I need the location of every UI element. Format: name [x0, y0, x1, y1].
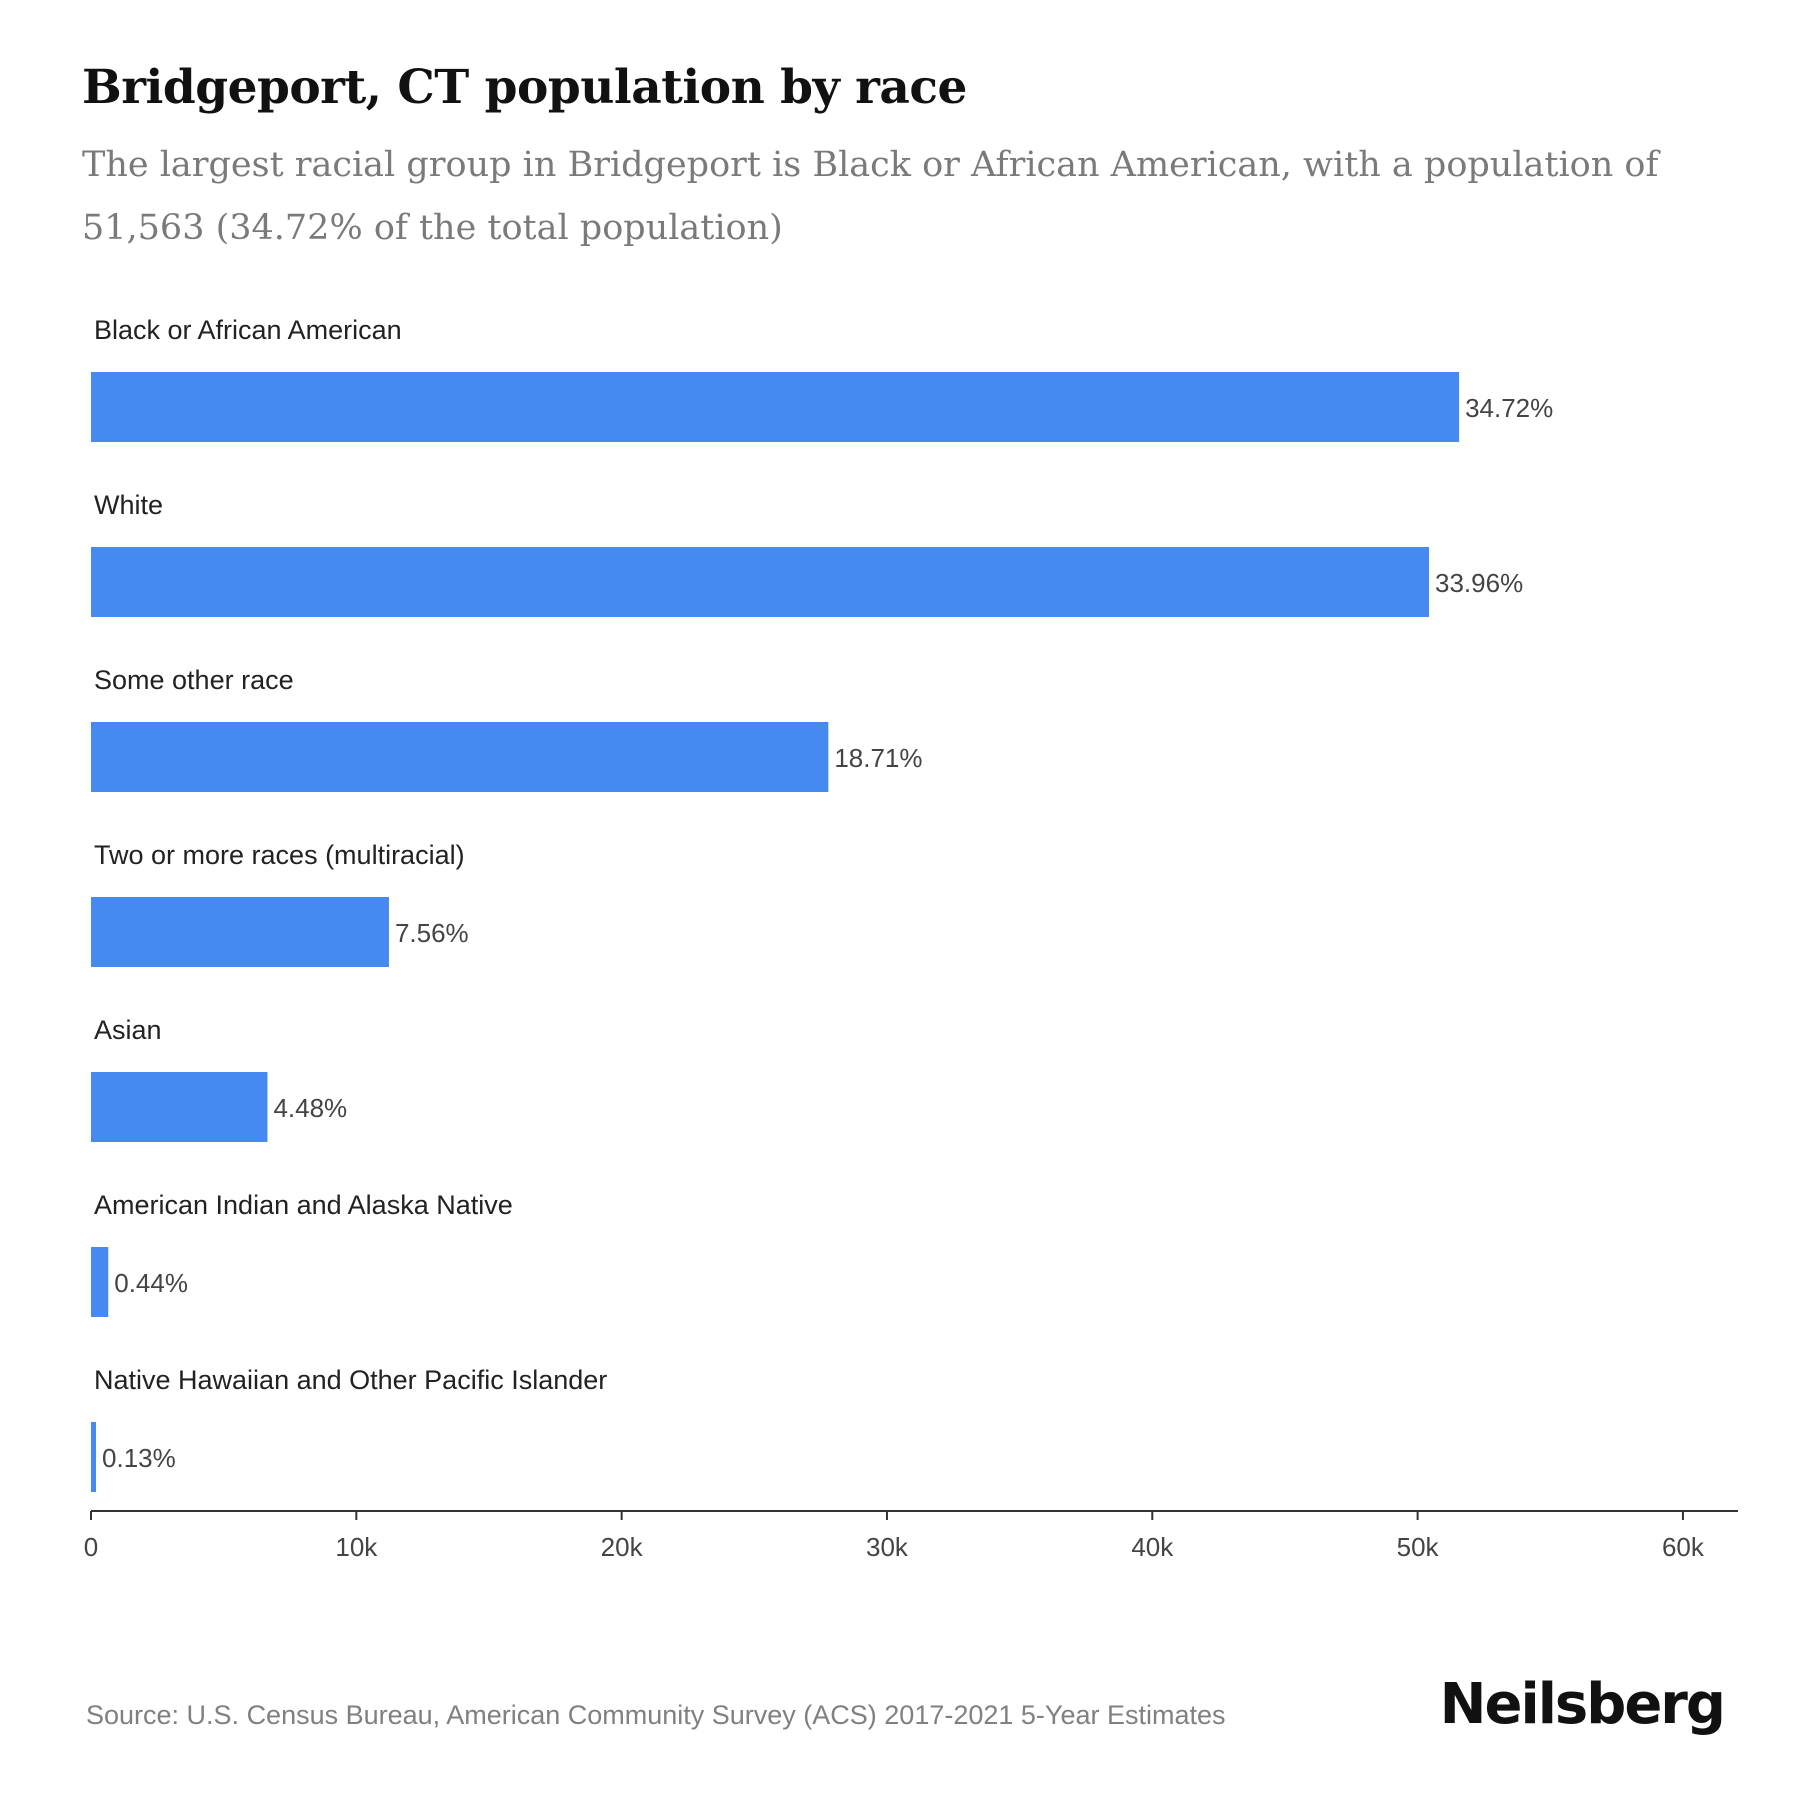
value-label: 33.96% — [1435, 568, 1523, 598]
value-label: 0.13% — [102, 1443, 176, 1473]
x-tick-label: 40k — [1131, 1532, 1174, 1562]
chart-subtitle: The largest racial group in Bridgeport i… — [82, 145, 1659, 248]
x-tick-label: 20k — [601, 1532, 644, 1562]
value-label: 0.44% — [114, 1268, 188, 1298]
x-tick-label: 10k — [335, 1532, 378, 1562]
category-label: American Indian and Alaska Native — [94, 1190, 513, 1220]
source-note: Source: U.S. Census Bureau, American Com… — [86, 1700, 1226, 1730]
brand-logo: Neilsberg — [1439, 1672, 1726, 1737]
value-label: 4.48% — [273, 1093, 347, 1123]
bar — [91, 722, 829, 792]
bar — [91, 372, 1460, 442]
bar — [91, 1247, 109, 1317]
category-label: Asian — [94, 1015, 162, 1045]
x-tick-label: 50k — [1397, 1532, 1440, 1562]
bar — [91, 1072, 268, 1142]
category-label: Black or African American — [94, 315, 402, 345]
x-tick-label: 0 — [84, 1532, 98, 1562]
chart-title: Bridgeport, CT population by race — [82, 60, 967, 115]
value-label: 7.56% — [395, 918, 469, 948]
bar — [91, 897, 389, 967]
bar — [91, 1422, 97, 1492]
x-tick-label: 30k — [866, 1532, 909, 1562]
bar — [91, 547, 1430, 617]
value-label: 18.71% — [834, 743, 922, 773]
category-label: White — [94, 490, 163, 520]
value-label: 34.72% — [1465, 393, 1553, 423]
category-label: Some other race — [94, 665, 294, 695]
category-label: Two or more races (multiracial) — [94, 840, 465, 870]
category-label: Native Hawaiian and Other Pacific Island… — [94, 1365, 607, 1395]
x-tick-label: 60k — [1662, 1532, 1705, 1562]
